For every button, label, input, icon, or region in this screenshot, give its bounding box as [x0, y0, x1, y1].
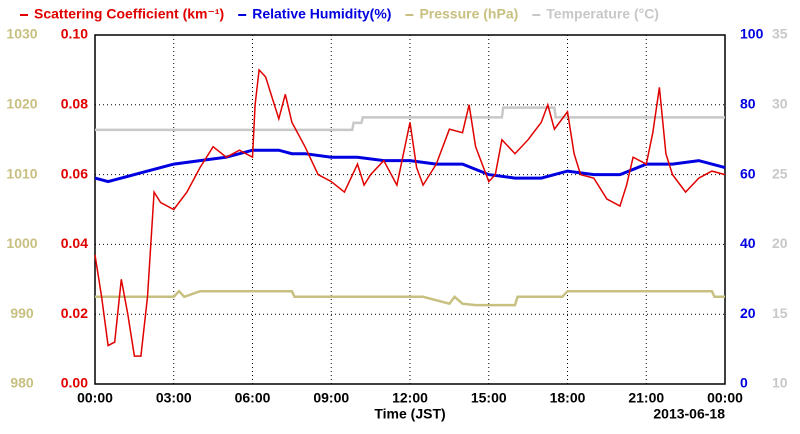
x-tick-label: 12:00: [392, 390, 428, 406]
y-tick-label: 1000: [6, 235, 37, 251]
y-tick-label: 80: [740, 96, 756, 112]
legend-label: Temperature (°C): [546, 6, 659, 22]
y-tick-label: 0.10: [61, 26, 88, 42]
y-tick-label: 40: [740, 235, 756, 251]
y-tick-label: 0.04: [61, 235, 88, 251]
x-tick-label: 03:00: [156, 390, 192, 406]
y-tick-label: 35: [772, 26, 788, 42]
x-tick-label: 00:00: [707, 390, 743, 406]
y-tick-label: 60: [740, 165, 756, 181]
y-tick-label: 1030: [6, 26, 37, 42]
y-tick-label: 0.08: [61, 96, 88, 112]
date-label: 2013-06-18: [653, 406, 725, 422]
x-tick-label: 00:00: [77, 390, 113, 406]
y-tick-label: 30: [772, 96, 788, 112]
legend-label: Scattering Coefficient (km⁻¹): [34, 6, 224, 22]
legend-label: Relative Humidity(%): [252, 6, 391, 22]
series-line: [94, 68, 726, 357]
x-tick-label: 15:00: [471, 390, 507, 406]
series-line: [95, 289, 725, 307]
y-tick-label: 1020: [6, 96, 37, 112]
y-tick-label: 25: [772, 165, 788, 181]
x-tick-label: 21:00: [628, 390, 664, 406]
y-tick-label: 20: [772, 235, 788, 251]
y-tick-label: 0.06: [61, 165, 88, 181]
y-tick-label: 100: [740, 26, 764, 42]
plot-frame: [94, 34, 726, 385]
y-tick-label: 0: [740, 375, 748, 391]
y-tick-label: 10: [772, 375, 788, 391]
y-tick-label: 0.02: [61, 305, 88, 321]
legend-label: Pressure (hPa): [419, 6, 518, 22]
x-tick-label: 06:00: [235, 390, 271, 406]
y-tick-label: 990: [10, 305, 34, 321]
y-tick-label: 980: [10, 375, 34, 391]
x-tick-label: 18:00: [550, 390, 586, 406]
x-tick-label: 09:00: [313, 390, 349, 406]
y-tick-label: 0.00: [61, 375, 88, 391]
series-line: [95, 106, 725, 132]
y-tick-label: 1010: [6, 165, 37, 181]
x-axis-label: Time (JST): [374, 406, 445, 422]
y-tick-label: 15: [772, 305, 788, 321]
y-tick-label: 20: [740, 305, 756, 321]
